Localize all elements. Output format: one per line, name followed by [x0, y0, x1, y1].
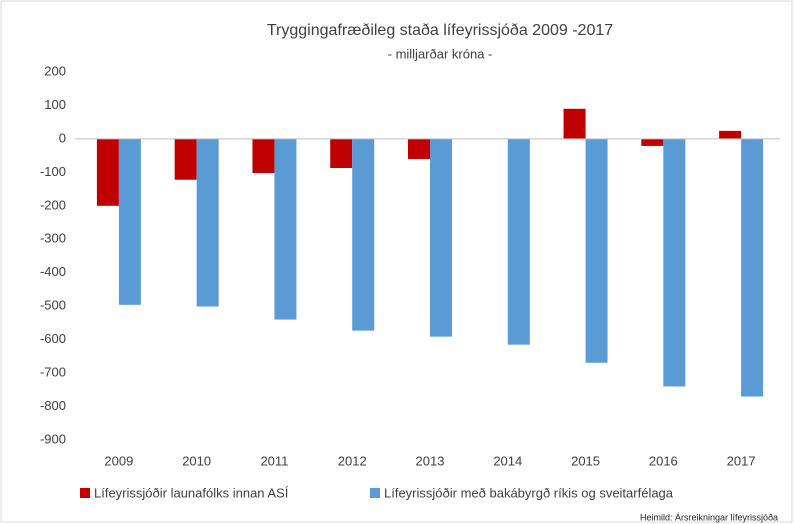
x-tick-label: 2017	[727, 453, 756, 468]
bar	[118, 138, 141, 305]
x-tick-label: 2012	[338, 453, 367, 468]
bar	[719, 130, 742, 139]
source: Heimild: Ársreikningar lífeyrissjóða	[640, 512, 778, 522]
legend-label: Lífeyrissjóðir með bakábyrgð ríkis og sv…	[384, 485, 674, 500]
y-tick-label: -900	[40, 431, 66, 446]
y-tick-label: -600	[40, 331, 66, 346]
x-tick-label: 2013	[416, 453, 445, 468]
bar	[96, 138, 119, 206]
bar	[585, 138, 608, 363]
bar	[663, 138, 686, 387]
chart-title: Tryggingafræðileg staða lífeyrissjóða 20…	[267, 22, 613, 39]
legend-swatch	[370, 488, 380, 498]
y-tick-label: -400	[40, 264, 66, 279]
bar	[563, 108, 586, 139]
y-tick-label: -100	[40, 164, 66, 179]
bar	[408, 138, 430, 159]
bar	[196, 138, 219, 307]
x-tick-label: 2016	[649, 453, 678, 468]
y-tick-label: -200	[40, 197, 66, 212]
bar	[352, 138, 375, 331]
chart-subtitle: - milljarðar króna -	[388, 46, 493, 61]
x-tick-label: 2010	[182, 453, 211, 468]
bar	[174, 138, 197, 180]
bar	[507, 138, 530, 345]
y-tick-label: -300	[40, 231, 66, 246]
x-tick-label: 2011	[260, 453, 288, 468]
bar	[274, 138, 297, 320]
bar	[641, 138, 664, 146]
y-tick-label: -800	[40, 398, 66, 413]
y-tick-label: 100	[44, 97, 66, 112]
y-tick-label: 0	[59, 130, 66, 145]
y-tick-label: -700	[40, 365, 66, 380]
y-tick-label: 200	[44, 63, 66, 78]
legend-swatch	[80, 488, 90, 498]
bar	[741, 138, 764, 397]
y-tick-label: -500	[40, 298, 66, 313]
bar	[430, 138, 452, 337]
x-tick-label: 2015	[571, 453, 600, 468]
x-tick-label: 2014	[493, 453, 522, 468]
bar	[330, 138, 353, 169]
legend-label: Lífeyrissjóðir launafólks innan ASÍ	[94, 485, 289, 500]
bar	[252, 138, 275, 174]
x-tick-label: 2009	[104, 453, 133, 468]
